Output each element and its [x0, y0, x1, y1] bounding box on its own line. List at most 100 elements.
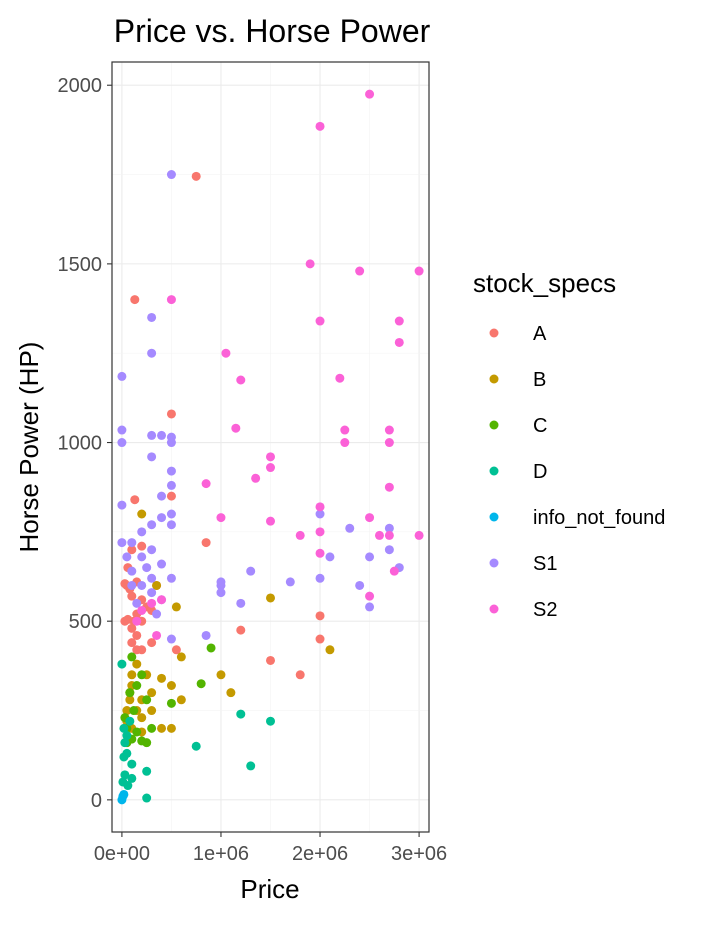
- data-point: [384, 545, 394, 555]
- data-point: [127, 566, 137, 576]
- data-point: [137, 552, 147, 562]
- data-point: [142, 793, 152, 803]
- data-point: [119, 723, 129, 733]
- legend-label: B: [533, 369, 546, 391]
- data-point: [315, 509, 325, 519]
- data-point: [127, 623, 137, 633]
- data-point: [166, 409, 176, 419]
- data-point: [137, 670, 147, 680]
- data-point: [305, 259, 315, 269]
- data-point: [117, 438, 127, 448]
- data-point: [246, 566, 256, 576]
- y-tick-label: 1500: [58, 254, 103, 276]
- data-point: [176, 695, 186, 705]
- legend-item: S2: [489, 599, 557, 621]
- data-point: [122, 731, 132, 741]
- data-point: [355, 580, 365, 590]
- data-point: [117, 500, 127, 510]
- data-point: [157, 430, 167, 440]
- legend-label: S1: [533, 553, 557, 575]
- legend-label: D: [533, 461, 547, 483]
- data-point: [384, 523, 394, 533]
- x-tick-label: 1e+06: [193, 843, 249, 865]
- data-point: [236, 598, 246, 608]
- data-point: [394, 316, 404, 326]
- data-point: [266, 452, 275, 462]
- data-point: [166, 573, 176, 583]
- data-point: [152, 580, 162, 590]
- series-A: [120, 171, 325, 680]
- data-point: [127, 538, 137, 548]
- data-point: [365, 513, 375, 523]
- data-point: [147, 598, 157, 608]
- data-point: [127, 638, 137, 648]
- legend-key: [489, 466, 499, 476]
- data-point: [157, 673, 167, 683]
- data-point: [365, 602, 375, 612]
- data-point: [414, 266, 424, 276]
- data-point: [117, 371, 127, 381]
- data-point: [117, 425, 127, 435]
- legend-item: C: [489, 415, 547, 437]
- data-point: [119, 752, 129, 762]
- data-point: [315, 527, 325, 537]
- legend-title: stock_specs: [473, 268, 616, 298]
- data-point: [384, 530, 394, 540]
- data-point: [166, 681, 176, 691]
- data-point: [137, 509, 147, 519]
- series-S1: [117, 170, 404, 644]
- data-point: [166, 491, 176, 501]
- data-point: [216, 513, 226, 523]
- y-tick-label: 500: [69, 611, 102, 633]
- data-point: [384, 438, 394, 448]
- data-point: [251, 473, 261, 483]
- data-point: [137, 736, 147, 746]
- data-point: [166, 520, 176, 530]
- data-point: [236, 375, 246, 385]
- data-point: [389, 566, 399, 576]
- data-point: [315, 634, 325, 644]
- data-point: [246, 761, 256, 771]
- data-point: [216, 670, 226, 680]
- data-point: [266, 463, 275, 473]
- data-point: [221, 348, 231, 358]
- data-point: [147, 588, 157, 598]
- data-point: [157, 559, 167, 569]
- data-point: [152, 609, 162, 619]
- data-point: [127, 545, 137, 555]
- legend-item: D: [489, 461, 547, 483]
- data-point: [365, 552, 375, 562]
- data-point: [147, 430, 157, 440]
- legend-label: C: [533, 415, 547, 437]
- data-point: [137, 605, 147, 615]
- legend-key: [489, 420, 499, 430]
- data-point: [166, 438, 176, 448]
- data-point: [266, 593, 275, 603]
- data-point: [132, 630, 142, 640]
- data-point: [384, 482, 394, 492]
- data-point: [201, 479, 211, 489]
- data-point: [132, 659, 142, 669]
- data-point: [137, 713, 147, 723]
- data-point: [171, 602, 181, 612]
- legend-label: S2: [533, 599, 557, 621]
- data-point: [147, 312, 157, 322]
- data-point: [196, 679, 206, 689]
- legend-item: B: [489, 369, 546, 391]
- data-point: [142, 563, 152, 573]
- data-point: [147, 723, 157, 733]
- data-point: [295, 670, 305, 680]
- data-point: [147, 452, 157, 462]
- data-point: [125, 695, 135, 705]
- data-point: [157, 723, 167, 733]
- data-point: [325, 645, 335, 655]
- data-point: [355, 266, 365, 276]
- series-S2: [132, 89, 424, 640]
- data-point: [157, 595, 167, 605]
- data-point: [166, 723, 176, 733]
- x-tick-label: 3e+06: [391, 843, 447, 865]
- series-D: [117, 659, 275, 803]
- legend-key: [489, 512, 499, 522]
